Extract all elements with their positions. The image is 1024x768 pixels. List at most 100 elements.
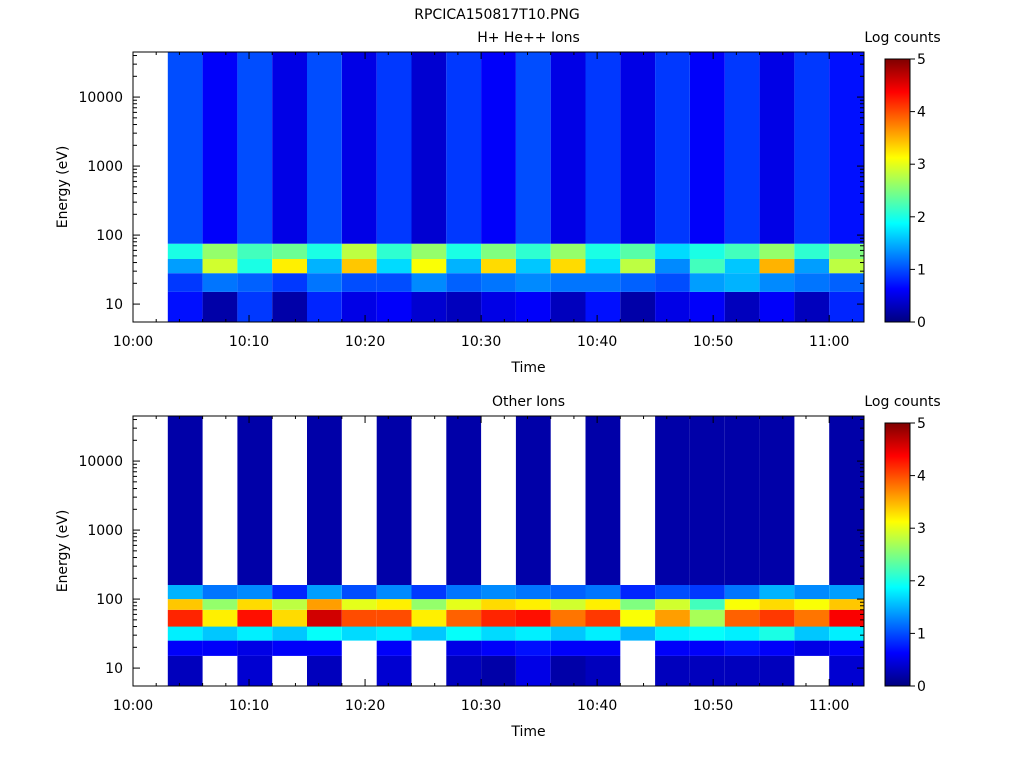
heatmap-cell (829, 599, 864, 610)
heatmap-cell (202, 640, 238, 656)
heatmap-cell (481, 585, 516, 600)
heatmap-cell (655, 273, 690, 292)
x-tick-label: 10:50 (693, 334, 733, 350)
colorbar-tick-label: 2 (917, 210, 926, 226)
heatmap-cell (237, 655, 273, 686)
heatmap-cell (550, 626, 586, 641)
heatmap-cell (272, 52, 307, 244)
colorbar-tick-label: 1 (917, 262, 926, 278)
heatmap-cell (550, 291, 586, 322)
heatmap-cell (585, 640, 621, 656)
heatmap-cell (481, 273, 516, 292)
heatmap-cell (446, 599, 482, 610)
heatmap-cell (167, 585, 203, 600)
heatmap-cell (655, 599, 690, 610)
colorbar-tick-label: 3 (917, 521, 926, 537)
heatmap-cell (585, 259, 621, 274)
heatmap-cell (620, 243, 656, 259)
y-axis-label: Energy (eV) (55, 146, 71, 229)
heatmap-cell (759, 609, 795, 627)
heatmap-cell (202, 609, 238, 627)
x-tick-label: 10:10 (229, 698, 269, 714)
heatmap-cell (724, 273, 760, 292)
heatmap-cell (515, 626, 551, 641)
heatmap-cell (550, 259, 586, 274)
heatmap-cell (202, 585, 238, 600)
heatmap-cell (759, 259, 795, 274)
heatmap-cell (759, 626, 795, 641)
heatmap-cell (237, 585, 273, 600)
heatmap-cell (515, 52, 551, 244)
heatmap-cell (655, 609, 690, 627)
heatmap-cell (585, 52, 621, 244)
heatmap-cell (585, 416, 621, 585)
heatmap-cell (794, 609, 830, 627)
heatmap-cell (690, 273, 725, 292)
heatmap-cell (481, 599, 516, 610)
colorbar-tick-label: 4 (917, 105, 926, 121)
heatmap-cell (307, 243, 342, 259)
x-tick-label: 10:30 (461, 334, 501, 350)
heatmap-cell (829, 609, 864, 627)
colorbar-tick-label: 4 (917, 469, 926, 485)
heatmap-cell (341, 52, 377, 244)
heatmap-cell (829, 259, 864, 274)
heatmap-cell (585, 626, 621, 641)
heatmap-cell (655, 259, 690, 274)
heatmap-cell (411, 259, 447, 274)
heatmap-cell (829, 243, 864, 259)
heatmap-cell (202, 291, 238, 322)
heatmap-cell (481, 259, 516, 274)
heatmap-cell (829, 585, 864, 600)
heatmap-cell (759, 640, 795, 656)
heatmap-cell (167, 243, 203, 259)
heatmap-cell (620, 52, 656, 244)
heatmap-cell (515, 599, 551, 610)
heatmap-cell (724, 243, 760, 259)
heatmap-cell (411, 599, 447, 610)
heatmap-cell (411, 243, 447, 259)
heatmap-cell (272, 273, 307, 292)
heatmap-cell (794, 52, 830, 244)
heatmap-cell (307, 609, 342, 627)
heatmap-cell (585, 273, 621, 292)
heatmap-cell (307, 291, 342, 322)
heatmap-cell (481, 655, 516, 686)
x-axis-label: Time (510, 724, 545, 740)
heatmap-cell (307, 259, 342, 274)
heatmap-cell (794, 599, 830, 610)
heatmap-cell (237, 609, 273, 627)
heatmap-cell (411, 52, 447, 244)
heatmap-cell (341, 259, 377, 274)
heatmap-cell (446, 243, 482, 259)
heatmap-cell (794, 626, 830, 641)
heatmap-cell (690, 640, 725, 656)
heatmap-cell (794, 273, 830, 292)
heatmap-cell (759, 273, 795, 292)
colorbar-tick-label: 5 (917, 52, 926, 68)
colorbar-gradient (884, 58, 911, 323)
y-tick-label: 10 (105, 661, 123, 677)
heatmap-cell (167, 52, 203, 244)
heatmap-cell (655, 585, 690, 600)
heatmap-cell (759, 585, 795, 600)
x-tick-label: 10:40 (577, 334, 617, 350)
heatmap-cell (341, 291, 377, 322)
heatmap-cell (515, 585, 551, 600)
heatmap-cell (515, 416, 551, 585)
heatmap-cell (515, 640, 551, 656)
heatmap-cell (307, 52, 342, 244)
heatmap-cell (376, 599, 412, 610)
heatmap-cell (376, 52, 412, 244)
heatmap-cell (237, 273, 273, 292)
heatmap-cells (167, 52, 864, 322)
x-axis-label: Time (510, 360, 545, 376)
colorbar-tick-label: 5 (917, 416, 926, 432)
heatmap-cell (759, 291, 795, 322)
heatmap-cell (446, 655, 482, 686)
heatmap-cell (237, 640, 273, 656)
heatmap-cell (341, 273, 377, 292)
heatmap-cell (515, 609, 551, 627)
heatmap-cell (167, 291, 203, 322)
y-tick-label: 100 (96, 228, 123, 244)
